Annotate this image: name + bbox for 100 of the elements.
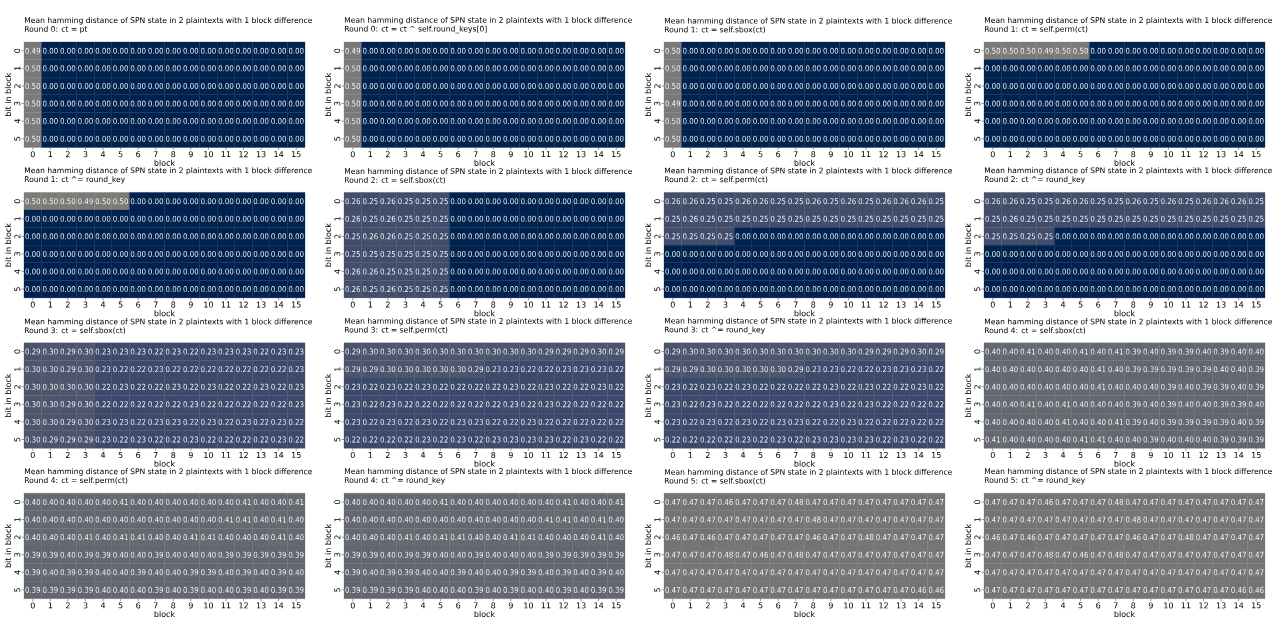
data-label: 0.23 (95, 436, 111, 443)
data-label: 0.00 (450, 82, 466, 89)
data-label: 0.00 (271, 65, 287, 72)
data-label: 0.00 (556, 250, 571, 257)
data-label: 0.00 (556, 198, 571, 205)
data-label: 0.47 (1002, 586, 1018, 593)
x-tick-label: 8 (171, 451, 176, 459)
data-label: 0.40 (1143, 418, 1159, 425)
data-label: 0.00 (1161, 100, 1176, 107)
data-label: 0.25 (1073, 215, 1088, 222)
data-label: 0.00 (236, 250, 251, 257)
x-tick-label: 6 (1096, 451, 1101, 459)
data-label: 0.39 (398, 569, 413, 576)
x-tick-label: 10 (844, 602, 853, 609)
data-label: 0.26 (362, 268, 378, 275)
x-tick-label: 10 (204, 301, 213, 308)
data-label: 0.00 (468, 118, 484, 125)
y-tick-label: 1 (14, 216, 21, 221)
data-label: 0.00 (503, 135, 519, 142)
data-label: 0.22 (362, 418, 378, 425)
data-label: 0.23 (911, 383, 926, 390)
data-label: 0.00 (42, 233, 58, 240)
data-label: 0.00 (183, 118, 199, 125)
data-label: 0.47 (893, 551, 909, 558)
data-label: 0.25 (433, 250, 448, 257)
data-label: 0.00 (1020, 250, 1036, 257)
data-label: 0.00 (503, 215, 519, 222)
data-label: 0.40 (113, 586, 128, 593)
data-label: 0.48 (1125, 516, 1141, 523)
data-label: 0.47 (841, 498, 856, 506)
data-label: 0.00 (95, 233, 111, 240)
data-label: 0.47 (928, 534, 944, 541)
data-label: 0.00 (1090, 286, 1106, 293)
data-label: 0.30 (433, 348, 448, 355)
x-tick-label: 10 (844, 151, 853, 158)
data-label: 0.30 (415, 366, 431, 373)
data-label: 0.00 (608, 47, 624, 54)
data-label: 0.00 (876, 286, 891, 293)
data-label: 0.41 (591, 516, 606, 523)
x-tick-label: 7 (153, 301, 158, 308)
data-label: 0.47 (770, 498, 786, 506)
data-label: 0.00 (753, 82, 768, 89)
data-label: 0.40 (1055, 366, 1071, 373)
data-label: 0.22 (485, 418, 501, 425)
data-label: 0.40 (380, 498, 396, 506)
data-label: 0.25 (1196, 215, 1211, 222)
data-label: 0.00 (1020, 268, 1036, 275)
data-label: 0.00 (591, 268, 607, 275)
data-label: 0.47 (1090, 569, 1106, 576)
y-tick-label: 5 (14, 136, 21, 141)
data-label: 0.47 (1020, 516, 1036, 523)
data-label: 0.30 (753, 348, 768, 355)
data-label: 0.23 (148, 366, 163, 373)
data-label: 0.39 (1178, 348, 1194, 355)
data-label: 0.47 (682, 551, 698, 558)
data-label: 0.23 (253, 383, 269, 390)
y-tick-label: 2 (334, 84, 341, 88)
data-label: 0.00 (1125, 268, 1141, 275)
data-label: 0.26 (876, 198, 891, 205)
data-label: 0.48 (1108, 498, 1124, 506)
data-label: 0.00 (236, 82, 251, 89)
data-label: 0.47 (753, 534, 768, 541)
y-tick-label: 4 (14, 419, 21, 425)
data-label: 0.00 (42, 250, 58, 257)
data-label: 0.40 (573, 498, 589, 506)
x-tick-label: 4 (1060, 451, 1066, 458)
y-tick-label: 3 (974, 402, 981, 407)
data-label: 0.22 (591, 436, 606, 443)
data-label: 0.41 (236, 516, 251, 523)
data-label: 0.22 (218, 418, 234, 425)
data-label: 0.40 (288, 534, 304, 541)
data-label: 0.00 (201, 286, 216, 293)
data-label: 0.22 (788, 401, 803, 408)
data-label: 0.00 (1213, 65, 1229, 72)
x-tick-label: 12 (559, 301, 568, 308)
data-label: 0.00 (573, 65, 589, 72)
x-tick-label: 5 (758, 451, 763, 458)
x-tick-label: 1 (1008, 301, 1013, 308)
data-label: 0.00 (665, 268, 681, 275)
data-label: 0.00 (1196, 268, 1211, 275)
x-tick-label: 2 (1025, 151, 1030, 158)
data-label: 0.00 (1161, 135, 1176, 142)
data-label: 0.23 (415, 383, 431, 390)
data-label: 0.47 (788, 586, 803, 593)
data-label: 0.39 (345, 569, 361, 576)
data-label: 0.00 (1108, 82, 1124, 89)
x-tick-label: 8 (171, 151, 176, 158)
data-label: 0.00 (1161, 82, 1176, 89)
data-label: 0.25 (788, 215, 803, 222)
data-label: 0.50 (1073, 47, 1088, 54)
data-label: 0.22 (236, 366, 251, 373)
data-label: 0.00 (556, 82, 571, 89)
data-label: 0.00 (1038, 100, 1053, 107)
x-tick-label: 8 (171, 301, 176, 308)
data-label: 0.47 (911, 498, 926, 506)
x-tick-label: 11 (541, 151, 551, 158)
data-label: 0.00 (468, 135, 484, 142)
data-label: 0.47 (1213, 498, 1229, 506)
data-label: 0.00 (60, 215, 76, 222)
y-tick-label: 4 (14, 119, 21, 124)
